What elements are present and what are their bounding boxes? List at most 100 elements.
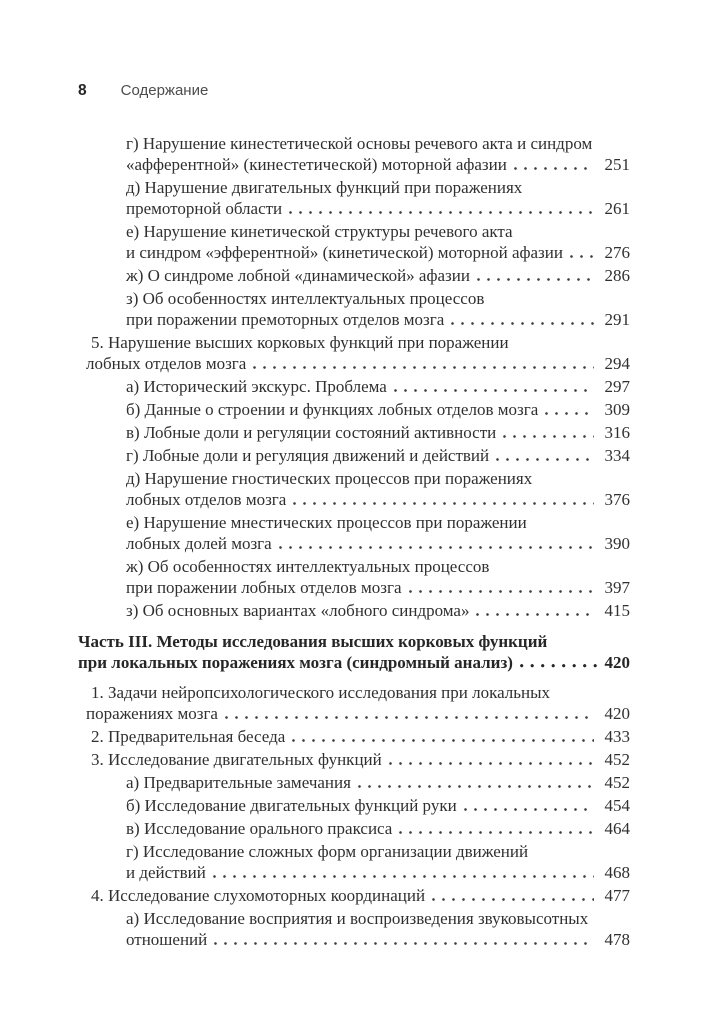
toc-entry-line: Часть III. Методы исследования высших ко… (78, 631, 630, 652)
toc-page-number: 478 (604, 930, 631, 949)
toc-entry-line: лобных долей мозга 390 (126, 533, 630, 554)
toc-entry: 1. Задачи нейропсихологического исследов… (78, 682, 630, 724)
toc-entry-line: а) Исторический экскурс. Проблема 297 (126, 376, 630, 397)
toc-entry-line: г) Нарушение кинестетической основы рече… (126, 133, 630, 154)
toc-entry: е) Нарушение мнестических процессов при … (78, 512, 630, 554)
dot-leader (476, 600, 594, 621)
toc-entry-line: 4. Исследование слухомоторных координаци… (86, 885, 630, 906)
toc-page-number: 276 (604, 243, 631, 262)
toc-entry-line: е) Нарушение кинетической структуры рече… (126, 221, 630, 242)
dot-leader (289, 198, 594, 219)
dot-leader (408, 577, 594, 598)
toc-entry-text: и действий (126, 863, 206, 882)
dot-leader (513, 154, 594, 175)
toc-page-number: 309 (604, 400, 631, 419)
toc-entry-text: г) Лобные доли и регуляция движений и де… (126, 446, 490, 465)
toc-entry-line: г) Исследование сложных форм организации… (126, 841, 630, 862)
toc-entry-line: 3. Исследование двигательных функций 452 (86, 749, 630, 770)
dot-leader (503, 422, 594, 443)
toc-entry: в) Лобные доли и регуляции состояний акт… (78, 422, 630, 443)
toc-entry: 2. Предварительная беседа 433 (78, 726, 630, 747)
toc-entry-text: поражениях мозга (86, 704, 218, 723)
toc-entry: а) Предварительные замечания 452 (78, 772, 630, 793)
toc-entry-text: «афферентной» (кинестетической) моторной… (126, 155, 507, 174)
toc-entry: а) Исследование восприятия и воспроизвед… (78, 908, 630, 950)
toc-entry-text: д) Нарушение двигательных функций при по… (126, 178, 523, 197)
dot-leader (224, 703, 594, 724)
dot-leader (432, 885, 594, 906)
toc-entry: 3. Исследование двигательных функций 452 (78, 749, 630, 770)
dot-leader (278, 533, 594, 554)
toc-page-number: 297 (604, 377, 631, 396)
toc-entry: в) Исследование орального праксиса 464 (78, 818, 630, 839)
dot-leader (357, 772, 594, 793)
toc-entry-line: лобных отделов мозга 376 (126, 489, 630, 510)
toc-entry: ж) О синдроме лобной «динамической» афаз… (78, 265, 630, 286)
toc-part-heading: Часть III. Методы исследования высших ко… (78, 631, 630, 673)
toc-entry-line: ж) О синдроме лобной «динамической» афаз… (126, 265, 630, 286)
toc-entry-line: 5. Нарушение высших корковых функций при… (86, 332, 630, 353)
toc-entry-text: 5. Нарушение высших корковых функций при… (91, 333, 509, 352)
toc-entry-line: в) Лобные доли и регуляции состояний акт… (126, 422, 630, 443)
dot-leader (569, 242, 594, 263)
toc-page-number: 291 (604, 310, 631, 329)
toc-page-number: 286 (604, 266, 631, 285)
toc-page-number: 397 (604, 578, 631, 597)
toc-entry-line: при поражении премоторных отделов мозга 2… (126, 309, 630, 330)
dot-leader (214, 929, 594, 950)
toc-entry: д) Нарушение гностических процессов при … (78, 468, 630, 510)
toc-entry-text: лобных долей мозга (126, 534, 272, 553)
dot-leader (388, 749, 594, 770)
toc-page-number: 477 (604, 886, 631, 905)
toc-entry-line: д) Нарушение гностических процессов при … (126, 468, 630, 489)
toc-page-number: 452 (604, 750, 631, 769)
toc-entry-text: Часть III. Методы исследования высших ко… (78, 632, 548, 651)
toc-entry-text: б) Исследование двигательных функций рук… (126, 796, 457, 815)
toc-entry-text: 3. Исследование двигательных функций (91, 750, 382, 769)
toc-entry: з) Об особенностях интеллектуальных проц… (78, 288, 630, 330)
toc-entry-text: ж) Об особенностях интеллектуальных проц… (126, 557, 490, 576)
toc-entry-text: отношений (126, 930, 208, 949)
toc-entry: 5. Нарушение высших корковых функций при… (78, 332, 630, 374)
dot-leader (212, 862, 594, 883)
toc-entry: 4. Исследование слухомоторных координаци… (78, 885, 630, 906)
toc-entry-text: г) Нарушение кинестетической основы рече… (126, 134, 593, 153)
dot-leader (463, 795, 594, 816)
toc-entry: е) Нарушение кинетической структуры рече… (78, 221, 630, 263)
dot-leader (545, 399, 594, 420)
toc-entry-text: е) Нарушение кинетической структуры рече… (126, 222, 513, 241)
toc-page-number: 251 (604, 155, 631, 174)
dot-leader (253, 353, 594, 374)
toc-entry-text: и синдром «эфферентной» (кинетической) м… (126, 243, 563, 262)
toc-page-number: 316 (604, 423, 631, 442)
dot-leader (496, 445, 594, 466)
toc-entry-line: а) Исследование восприятия и воспроизвед… (126, 908, 630, 929)
toc-entry-text: а) Предварительные замечания (126, 773, 351, 792)
toc-entry-text: премоторной области (126, 199, 283, 218)
toc-entry-text: а) Исторический экскурс. Проблема (126, 377, 387, 396)
toc-entry-line: е) Нарушение мнестических процессов при … (126, 512, 630, 533)
toc-page-number: 452 (604, 773, 631, 792)
toc-entry-text: 1. Задачи нейропсихологического исследов… (91, 683, 551, 702)
toc-entry: д) Нарушение двигательных функций при по… (78, 177, 630, 219)
toc-entry: г) Исследование сложных форм организации… (78, 841, 630, 883)
toc-entry-line: б) Исследование двигательных функций рук… (126, 795, 630, 816)
toc-entry-line: при локальных поражениях мозга (синдромн… (78, 652, 630, 673)
toc-entry-line: при поражении лобных отделов мозга 397 (126, 577, 630, 598)
dot-leader (519, 652, 599, 673)
toc-entry-text: в) Лобные доли и регуляции состояний акт… (126, 423, 497, 442)
toc-entry-text: з) Об особенностях интеллектуальных проц… (126, 289, 485, 308)
toc-entry-line: з) Об особенностях интеллектуальных проц… (126, 288, 630, 309)
toc-entry-line: и действий 468 (126, 862, 630, 883)
toc-page-number: 464 (604, 819, 631, 838)
page-folio: 8 (78, 82, 87, 99)
toc-page-number: 261 (604, 199, 631, 218)
toc-entry-line: премоторной области 261 (126, 198, 630, 219)
toc-entry: г) Нарушение кинестетической основы рече… (78, 133, 630, 175)
toc-entry-line: 2. Предварительная беседа 433 (86, 726, 630, 747)
dot-leader (399, 818, 594, 839)
toc-entry-text: б) Данные о строении и функциях лобных о… (126, 400, 539, 419)
dot-leader (451, 309, 594, 330)
toc-entry-line: г) Лобные доли и регуляция движений и де… (126, 445, 630, 466)
